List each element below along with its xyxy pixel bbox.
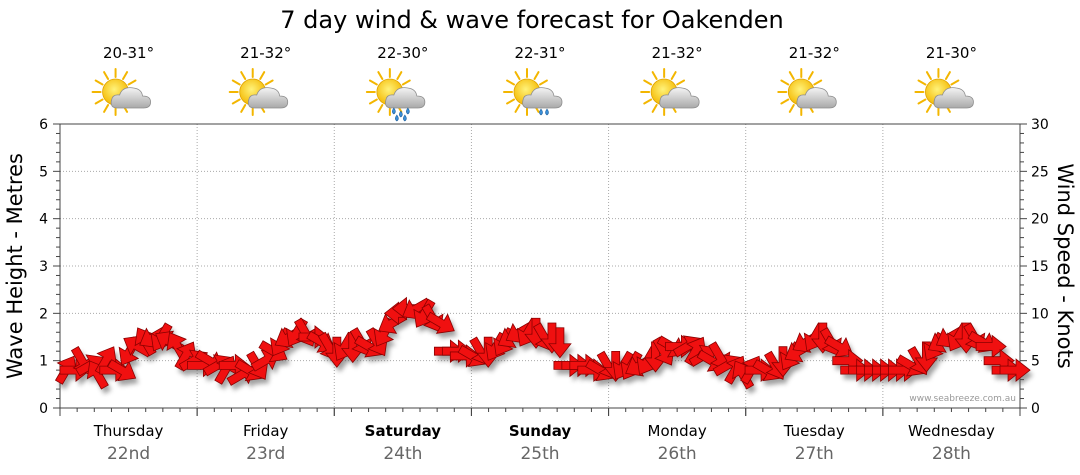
partly-cloudy-icon: [914, 68, 974, 116]
partly-cloudy-icon: [640, 68, 700, 116]
x-day-date: 26th: [658, 444, 697, 464]
day-temperature: 21-32°: [789, 44, 840, 62]
x-day-name: Monday: [648, 422, 707, 440]
day-temperature: 20-31°: [103, 44, 154, 62]
x-day-date: 23rd: [246, 444, 285, 464]
y-right-tick-label: 25: [1031, 164, 1049, 180]
sun-cloud-rain-icon: [503, 68, 563, 116]
day-temperature: 21-32°: [240, 44, 291, 62]
y-right-tick-label: 15: [1031, 259, 1049, 275]
x-day-date: 24th: [383, 444, 422, 464]
y-left-tick-label: 2: [39, 306, 48, 322]
x-day-date: 27th: [795, 444, 834, 464]
x-day-name: Sunday: [509, 422, 572, 440]
day-temperature: 21-30°: [926, 44, 977, 62]
day-temperature: 21-32°: [652, 44, 703, 62]
x-day-date: 22nd: [107, 444, 150, 464]
y-left-tick-label: 5: [39, 164, 48, 180]
wind-arrow: [999, 358, 1031, 382]
y-right-tick-label: 30: [1031, 117, 1049, 133]
x-day-date: 25th: [520, 444, 559, 464]
x-day-name: Tuesday: [783, 422, 845, 440]
y-left-tick-label: 4: [39, 212, 48, 228]
y-axis-left-label: Wave Height - Metres: [3, 153, 27, 379]
x-day-name: Thursday: [93, 422, 164, 440]
wind-arrow: [425, 311, 455, 334]
y-right-tick-label: 0: [1031, 401, 1040, 417]
y-axis-right-label: Wind Speed - Knots: [1053, 163, 1077, 368]
wind-arrow: [975, 334, 1007, 359]
x-day-date: 28th: [932, 444, 971, 464]
x-day-name: Friday: [243, 422, 289, 440]
y-right-tick-label: 10: [1031, 306, 1049, 322]
y-left-tick-label: 1: [39, 354, 48, 370]
y-right-tick-label: 5: [1031, 354, 1040, 370]
wind-arrow: [548, 327, 572, 359]
partly-cloudy-icon: [228, 68, 289, 116]
wind-arrow: [824, 335, 854, 358]
sun-cloud-rain-icon: [365, 68, 426, 122]
y-left-tick-label: 3: [39, 259, 48, 275]
partly-cloudy-icon: [91, 68, 151, 116]
chart-title: 7 day wind & wave forecast for Oakenden: [280, 6, 783, 34]
y-left-tick-label: 0: [39, 401, 48, 417]
day-temperature: 22-31°: [514, 44, 565, 62]
y-right-tick-label: 20: [1031, 212, 1049, 228]
partly-cloudy-icon: [777, 68, 837, 116]
y-left-tick-label: 6: [39, 117, 48, 133]
day-temperature: 22-30°: [377, 44, 428, 62]
wind-arrow: [107, 359, 137, 382]
x-day-name: Wednesday: [908, 422, 995, 440]
x-day-name: Saturday: [365, 422, 442, 440]
credit-watermark: www.seabreeze.com.au: [909, 394, 1016, 404]
